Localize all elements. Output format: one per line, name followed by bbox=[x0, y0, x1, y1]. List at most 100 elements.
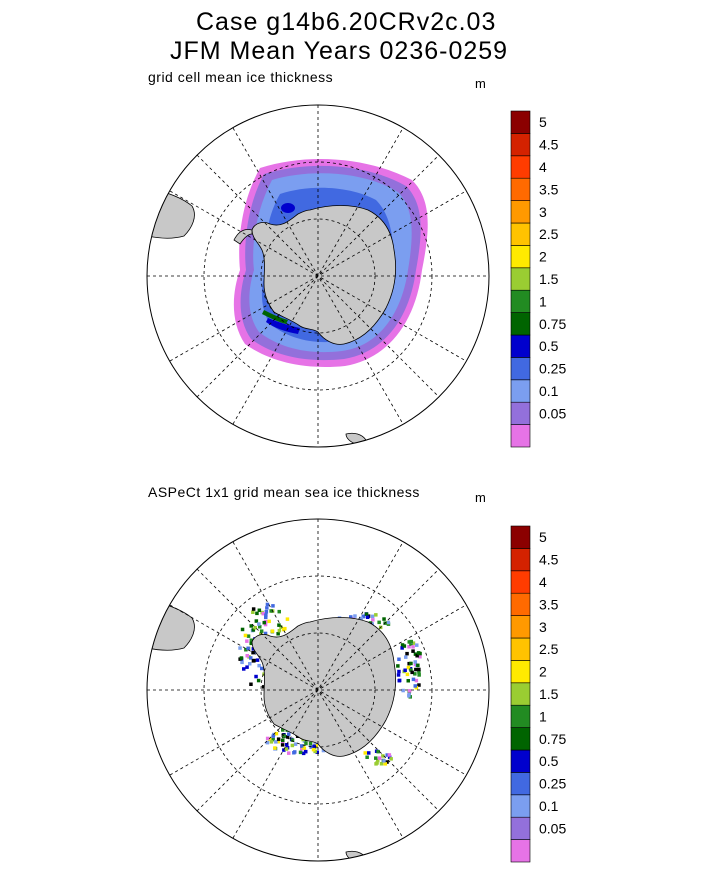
obs-cell bbox=[271, 604, 275, 608]
obs-cell bbox=[406, 665, 411, 670]
obs-cell bbox=[257, 663, 261, 668]
obs-cell bbox=[263, 631, 268, 636]
obs-cell bbox=[413, 684, 417, 688]
obs-cell bbox=[285, 735, 290, 739]
obs-cell bbox=[249, 624, 253, 628]
obs-cell bbox=[281, 728, 285, 732]
obs-cell bbox=[244, 648, 248, 652]
obs-cell bbox=[407, 640, 411, 644]
panel1-units: m bbox=[475, 76, 486, 91]
obs-cell bbox=[417, 673, 421, 677]
ice-green-patch bbox=[262, 310, 288, 324]
colorbar-tick-label: 5 bbox=[539, 529, 547, 545]
obs-cell bbox=[415, 654, 419, 658]
obs-cell bbox=[251, 607, 256, 611]
obs-cell bbox=[293, 742, 298, 746]
colorbar-tick-label: 0.1 bbox=[539, 383, 559, 399]
obs-cell bbox=[414, 678, 419, 683]
obs-cell bbox=[405, 672, 410, 677]
obs-cell bbox=[410, 670, 414, 675]
colorbar-box-0 bbox=[510, 424, 531, 448]
obs-cell bbox=[282, 748, 286, 752]
obs-cell bbox=[418, 655, 422, 659]
title-line-1: Case g14b6.20CRv2c.03 bbox=[196, 8, 497, 36]
obs-cell bbox=[242, 667, 246, 671]
colorbar-box-1 bbox=[510, 401, 531, 425]
obs-cell bbox=[407, 689, 412, 693]
polar-map-model bbox=[146, 104, 490, 448]
obs-cell bbox=[251, 610, 255, 614]
obs-cell bbox=[383, 762, 387, 766]
obs-cell bbox=[353, 614, 357, 618]
obs-cell bbox=[269, 609, 273, 613]
obs-cell bbox=[407, 694, 411, 698]
obs-cell bbox=[417, 667, 421, 672]
obs-cell bbox=[261, 611, 265, 616]
obs-cell bbox=[290, 738, 295, 742]
colorbar-box-6 bbox=[510, 704, 531, 728]
obs-cell bbox=[376, 749, 380, 754]
ice-thick-patch-1 bbox=[281, 203, 295, 213]
obs-cell bbox=[249, 638, 254, 642]
obs-cell bbox=[249, 682, 253, 686]
obs-cell bbox=[311, 747, 316, 752]
obs-cell bbox=[255, 611, 259, 616]
obs-cell bbox=[285, 617, 290, 621]
obs-cell bbox=[249, 656, 253, 660]
obs-cell bbox=[389, 757, 393, 761]
obs-cell bbox=[381, 754, 385, 758]
obs-cell bbox=[304, 741, 308, 746]
title-line-2: JFM Mean Years 0236-0259 bbox=[170, 37, 509, 65]
panel2-units: m bbox=[475, 490, 486, 505]
colorbar-box-0 bbox=[510, 839, 531, 863]
obs-cell bbox=[371, 618, 375, 622]
colorbar-box-13 bbox=[510, 133, 531, 157]
obs-cell bbox=[281, 738, 285, 743]
obs-cell bbox=[277, 628, 282, 633]
obs-cell bbox=[257, 608, 262, 612]
obs-cell bbox=[385, 760, 389, 764]
obs-cell bbox=[407, 645, 411, 649]
colorbar-tick-label: 0.1 bbox=[539, 798, 559, 814]
obs-cell bbox=[308, 741, 313, 746]
colorbar-box-13 bbox=[510, 548, 531, 572]
colorbar-box-3 bbox=[510, 772, 531, 796]
obs-cell bbox=[406, 679, 410, 683]
colorbar-tick-label: 1.5 bbox=[539, 686, 559, 702]
ice-thick-patch-2 bbox=[266, 318, 300, 334]
colorbar-tick-label: 1 bbox=[539, 708, 547, 724]
obs-cell bbox=[312, 744, 316, 749]
colorbar-tick-label: 2.5 bbox=[539, 226, 559, 242]
obs-cell bbox=[240, 627, 245, 632]
obs-cell bbox=[377, 620, 381, 625]
colorbar-box-14 bbox=[510, 110, 531, 134]
obs-cell bbox=[407, 690, 411, 695]
obs-cell bbox=[396, 664, 400, 668]
obs-cell bbox=[251, 659, 256, 663]
peninsula bbox=[233, 229, 253, 245]
obs-cell bbox=[404, 655, 408, 659]
colorbar-box-5 bbox=[510, 727, 531, 751]
obs-cell bbox=[260, 666, 264, 671]
obs-cell bbox=[313, 749, 317, 754]
obs-cell bbox=[255, 658, 260, 662]
colorbar-tick-label: 3.5 bbox=[539, 596, 559, 612]
obs-cell bbox=[301, 751, 306, 756]
obs-cell bbox=[315, 750, 319, 754]
colorbar-box-11 bbox=[510, 592, 531, 616]
obs-cell bbox=[375, 761, 379, 765]
obs-cell bbox=[257, 622, 261, 626]
antarctica-land bbox=[251, 205, 396, 345]
obs-cell bbox=[245, 639, 249, 643]
obs-cell bbox=[258, 625, 262, 629]
obs-cell bbox=[349, 615, 353, 619]
obs-cell bbox=[245, 665, 249, 669]
obs-cell bbox=[405, 651, 409, 656]
colorbar-box-7 bbox=[510, 682, 531, 706]
obs-cell bbox=[397, 657, 401, 661]
colorbar-box-10 bbox=[510, 200, 531, 224]
colorbar-box-7 bbox=[510, 267, 531, 291]
colorbar-box-3 bbox=[510, 357, 531, 381]
obs-cell bbox=[377, 756, 382, 760]
obs-cell bbox=[370, 614, 375, 619]
